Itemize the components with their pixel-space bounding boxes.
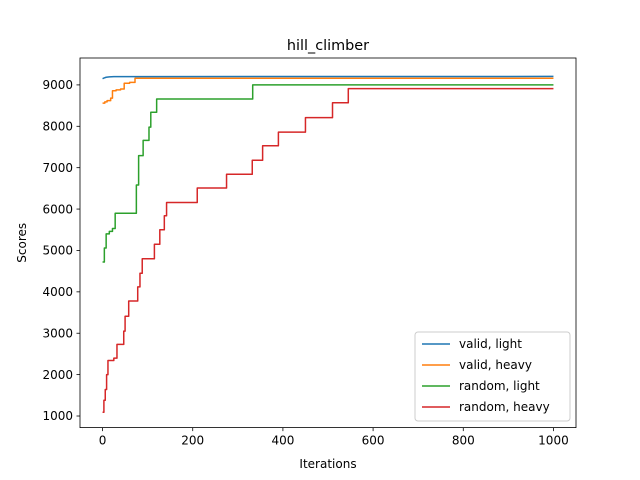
x-tick-label-5: 1000	[538, 434, 569, 448]
plot-frame	[79, 57, 577, 429]
series-layer	[102, 75, 554, 414]
y-tick-label-1: 2000	[42, 368, 73, 382]
series-line-3	[102, 87, 554, 414]
series-line-0	[102, 75, 554, 80]
y-tick-label-2: 3000	[42, 326, 73, 340]
y-tick-label-5: 6000	[42, 202, 73, 216]
x-tick-label-2: 400	[271, 434, 294, 448]
legend-label-0: valid, light	[459, 337, 522, 351]
series-line-1	[102, 77, 554, 104]
x-tick-label-3: 600	[362, 434, 385, 448]
y-tick-label-3: 4000	[42, 285, 73, 299]
legend: valid, light valid, heavy random, light ran…	[414, 331, 571, 422]
x-tick-label-0: 0	[99, 434, 107, 448]
legend-label-1: valid, heavy	[459, 358, 532, 372]
legend-label-3: random, heavy	[459, 400, 550, 414]
y-tick-label-4: 5000	[42, 244, 73, 258]
y-tick-label-6: 7000	[42, 161, 73, 175]
series-line-2	[102, 84, 554, 263]
x-axis: 0 200 400 600 800 1000	[99, 427, 569, 448]
y-axis-label: Scores	[15, 223, 29, 263]
x-tick-label-4: 800	[452, 434, 475, 448]
x-tick-label-1: 200	[181, 434, 204, 448]
y-tick-label-7: 8000	[42, 119, 73, 133]
x-axis-label: Iterations	[299, 457, 356, 471]
y-axis: 1000 2000 3000 4000 5000 6000 7000 8000 9000	[42, 78, 80, 423]
y-tick-label-8: 9000	[42, 78, 73, 92]
legend-label-2: random, light	[459, 379, 540, 393]
legend-box	[414, 331, 571, 422]
y-tick-label-0: 1000	[42, 409, 73, 423]
chart-title: hill_climber	[287, 38, 369, 54]
